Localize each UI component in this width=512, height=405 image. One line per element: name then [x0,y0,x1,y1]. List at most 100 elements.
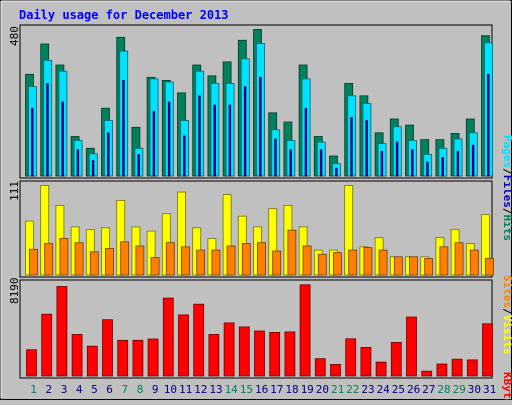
bar-pages-day-4 [76,149,80,177]
bar-pages-day-8 [137,153,140,177]
bar-sites-day-30 [469,249,479,276]
x-tick-label-day-26: 26 [407,383,420,396]
x-tick-label-day-11: 11 [179,383,192,396]
bar-pages-day-17 [274,138,277,177]
ymax-label-visits: 111 [8,181,21,201]
bar-sites-day-26 [409,256,418,276]
bar-pages-day-23 [365,120,368,177]
ymax-label-kbytes: 8190 [8,278,21,305]
bar-kbytes-day-19 [299,284,311,377]
bar-sites-day-29 [454,242,464,276]
x-tick-label-day-18: 18 [285,383,298,396]
bar-pages-day-10 [167,101,171,177]
bar-kbytes-day-17 [269,331,281,377]
bar-kbytes-day-8 [132,339,144,377]
bar-pages-day-26 [411,149,414,177]
legend-visits-sites: Sites/Visits [501,275,512,355]
legend-kbytes: KBytes [501,372,512,400]
bar-sites-day-22 [348,249,358,276]
bar-sites-day-13 [211,249,221,276]
x-tick-label-day-4: 4 [76,383,83,396]
bar-sites-day-14 [226,245,236,276]
bar-sites-day-4 [74,242,84,276]
bar-sites-day-8 [135,245,145,276]
x-tick-label-day-9: 9 [152,383,159,396]
bar-sites-day-2 [44,243,54,276]
bar-pages-day-21 [335,167,338,177]
x-tick-label-day-5: 5 [91,383,98,396]
bar-sites-day-3 [59,238,69,276]
legend-sites: Sites [501,275,512,308]
bar-kbytes-day-24 [375,361,387,377]
bar-kbytes-day-18 [284,331,296,377]
x-tick-label-day-31: 31 [483,383,496,396]
bar-kbytes-day-21 [330,363,341,377]
bar-pages-day-31 [487,73,490,177]
x-tick-label-day-13: 13 [209,383,222,396]
chart-title: Daily usage for December 2013 [19,8,229,22]
bar-pages-day-30 [471,144,475,177]
x-tick-label-day-2: 2 [45,383,52,396]
bar-sites-day-17 [272,250,282,276]
bar-kbytes-day-1 [26,349,37,377]
x-tick-label-day-16: 16 [255,383,268,396]
bars-kbytes [26,284,493,377]
bar-kbytes-day-31 [482,323,493,377]
bar-pages-day-18 [289,149,292,177]
bar-sites-day-12 [196,249,206,276]
legend-pages: Pages [501,135,512,168]
bar-sites-day-31 [485,257,494,276]
bar-kbytes-day-4 [71,333,83,377]
bar-pages-day-28 [441,157,444,177]
bar-sites-day-23 [363,247,373,276]
x-tick-label-day-29: 29 [453,383,466,396]
bar-pages-day-25 [395,141,399,177]
bars-visits-sites [25,185,494,276]
bar-kbytes-day-25 [390,341,402,377]
bar-sites-day-28 [439,246,449,276]
bar-pages-day-20 [319,149,323,177]
bar-sites-day-16 [257,242,266,276]
x-tick-label-day-14: 14 [225,383,239,396]
x-tick-label-day-1: 1 [30,383,37,396]
bar-pages-day-3 [61,101,64,177]
ymax-label-hits: 480 [8,26,21,46]
bar-kbytes-day-14 [223,322,235,377]
bars-hits-files-pages [25,29,493,177]
bar-sites-day-20 [317,253,327,276]
bar-sites-day-18 [287,229,297,276]
bar-pages-day-13 [213,104,216,177]
bar-pages-day-12 [198,95,201,177]
bar-sites-day-27 [424,257,434,276]
bar-kbytes-day-15 [238,326,250,377]
x-tick-label-day-8: 8 [137,383,144,396]
bar-sites-day-19 [302,245,312,276]
legend-hits: Hits [501,215,512,242]
x-tick-label-day-19: 19 [301,383,314,396]
x-tick-label-day-7: 7 [121,383,128,396]
legend-sep-2: / [501,208,512,215]
bar-kbytes-day-5 [86,345,98,377]
bar-kbytes-day-28 [436,363,448,377]
x-tick-label-day-28: 28 [437,383,450,396]
bar-sites-day-6 [105,248,114,276]
bar-kbytes-day-27 [421,370,433,377]
bar-sites-day-5 [89,251,99,276]
bar-sites-day-10 [165,242,175,276]
x-tick-label-day-24: 24 [377,383,391,396]
legend-sep-3: / [501,308,512,315]
bar-kbytes-day-6 [102,319,113,377]
bar-pages-day-1 [31,107,34,177]
bar-pages-day-5 [91,160,95,177]
bar-pages-day-7 [122,80,125,177]
bar-pages-day-24 [380,150,384,177]
bar-kbytes-day-2 [41,313,53,377]
x-tick-label-day-21: 21 [331,383,344,396]
bar-kbytes-day-11 [178,314,189,377]
bar-pages-day-29 [456,150,460,177]
bar-kbytes-day-13 [208,333,220,377]
bar-pages-day-16 [259,76,262,177]
x-tick-label-day-6: 6 [106,383,113,396]
bar-sites-day-15 [241,243,251,276]
